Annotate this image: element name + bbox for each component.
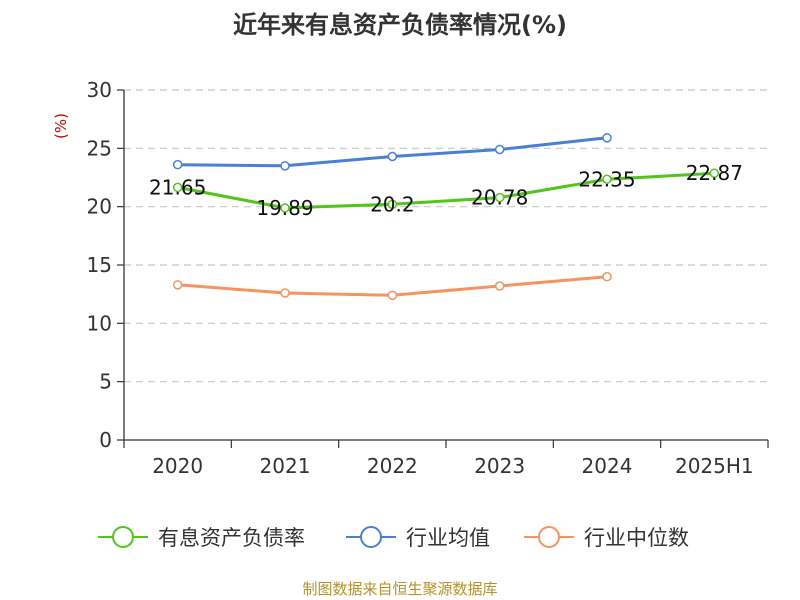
legend-marker	[112, 526, 134, 548]
y-tick-label: 15	[87, 253, 112, 277]
legend-item-2: 行业均值	[346, 526, 490, 550]
legend-label: 行业均值	[406, 526, 490, 550]
legend-marker	[360, 526, 382, 548]
y-tick-label: 30	[87, 78, 112, 102]
data-point	[387, 290, 398, 301]
x-tick-label: 2025H1	[675, 454, 754, 478]
y-tick-label: 5	[99, 370, 112, 394]
data-point	[172, 280, 183, 290]
legend-item-3: 行业中位数	[524, 526, 689, 550]
y-tick-label: 25	[87, 136, 112, 160]
data-point	[280, 288, 290, 298]
x-tick-label: 2023	[474, 454, 525, 478]
data-point	[387, 199, 398, 210]
data-label: 20.78	[471, 186, 528, 210]
data-label: 22.35	[578, 167, 635, 191]
data-point	[602, 271, 612, 282]
legend-item-1: 有息资产负债率	[98, 526, 305, 550]
y-axis-ticks: 0 5 10 15 20 25 30	[87, 78, 124, 452]
data-label: 22.87	[686, 161, 743, 185]
series-line-1	[177, 171, 715, 210]
x-tick-label: 2021	[260, 454, 311, 478]
data-point	[709, 168, 720, 178]
data-point	[172, 159, 183, 170]
x-tick-label: 2024	[582, 454, 633, 478]
source-note: 制图数据来自恒生聚源数据库	[302, 580, 497, 598]
data-labels: 21.65 19.89 20.2 20.78 22.35 22.87	[149, 161, 743, 220]
data-point	[494, 144, 505, 155]
y-tick-label: 0	[99, 428, 112, 452]
y-axis-unit: (%)	[52, 113, 70, 139]
data-point	[172, 182, 183, 193]
data-point	[602, 133, 612, 143]
legend-label: 行业中位数	[584, 526, 689, 550]
data-point	[494, 281, 505, 291]
x-tick-label: 2022	[367, 454, 418, 478]
data-point	[280, 161, 290, 171]
legend-label: 有息资产负债率	[158, 526, 305, 550]
grid-lines	[124, 89, 768, 383]
data-point	[494, 192, 505, 203]
y-tick-label: 20	[87, 195, 112, 219]
data-point	[602, 174, 612, 184]
x-tick-label: 2020	[152, 454, 203, 478]
y-tick-label: 10	[87, 311, 112, 335]
data-point	[387, 151, 398, 162]
chart-title: 近年来有息资产负债率情况(%)	[233, 11, 567, 39]
data-label: 19.89	[256, 196, 313, 220]
series-group	[172, 133, 720, 301]
legend-marker	[538, 526, 560, 548]
data-label: 21.65	[149, 175, 206, 199]
data-label: 20.2	[370, 192, 415, 216]
legend: 有息资产负债率 行业均值 行业中位数	[98, 526, 689, 550]
data-point	[280, 203, 290, 213]
x-axis-ticks: 2020 2021 2022 2023 2024 2025H1	[123, 440, 769, 478]
